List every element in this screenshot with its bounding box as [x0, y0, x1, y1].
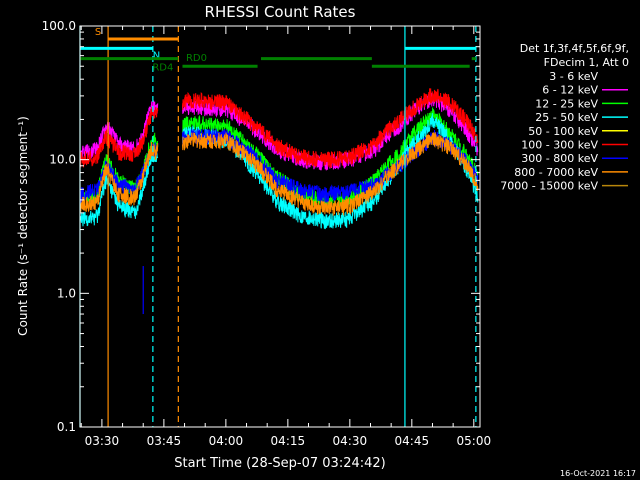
y-tick-label: 10.0: [49, 153, 76, 167]
timestamp: 16-Oct-2021 16:17: [560, 469, 636, 478]
series-line-100-300-kev: [79, 88, 479, 168]
x-tick-label: 03:30: [85, 434, 120, 448]
legend-entry-label: 12 - 25 keV: [535, 97, 598, 110]
flag-label: N: [153, 50, 160, 61]
y-axis-label: Count Rate (s⁻¹ detector segment⁻¹): [16, 116, 30, 336]
x-tick-label: 04:00: [209, 434, 244, 448]
series-line-800-7000-kev: [79, 132, 479, 216]
x-tick-label: 05:00: [457, 434, 492, 448]
annotations: S N RD0 RD4: [79, 26, 477, 427]
x-tick-label: 04:45: [395, 434, 430, 448]
x-tick-label: 04:15: [271, 434, 306, 448]
legend-entry-label: 3 - 6 keV: [549, 70, 598, 83]
legend-entry-label: 25 - 50 keV: [535, 111, 598, 124]
y-tick-label: 0.1: [57, 420, 76, 434]
legend-header-line-2: FDecim 1, Att 0: [544, 56, 629, 69]
legend-entry-label: 300 - 800 keV: [521, 152, 598, 165]
chart-title: RHESSI Count Rates: [205, 3, 356, 21]
x-tick-label: 03:45: [147, 434, 182, 448]
x-tick-label: 04:30: [333, 434, 368, 448]
legend-entry-label: 7000 - 15000 keV: [500, 180, 598, 193]
flag-label: RD4: [152, 63, 173, 74]
y-tick-label: 1.0: [57, 286, 76, 300]
legend-entry-label: 800 - 7000 keV: [514, 166, 598, 179]
x-axis-ticks: 03:30 03:45 04:00 04:15 04:30 04:45 05:00: [80, 26, 492, 448]
legend-header-line-1: Det 1f,3f,4f,5f,6f,9f,: [520, 42, 629, 55]
y-tick-label: 100.0: [42, 19, 76, 33]
y-axis-ticks: 0.1 1.0 10.0 100.0: [42, 19, 480, 434]
x-axis-label: Start Time (28-Sep-07 03:24:42): [174, 456, 385, 471]
legend-entry-label: 50 - 100 keV: [528, 125, 598, 138]
legend: Det 1f,3f,4f,5f,6f,9f, FDecim 1, Att 0 3…: [500, 42, 629, 193]
legend-entry-label: 100 - 300 keV: [521, 139, 598, 152]
legend-entry-label: 6 - 12 keV: [542, 84, 598, 97]
flag-label: RD0: [186, 53, 207, 64]
plot-area: [79, 88, 479, 230]
flag-label: S: [95, 27, 101, 38]
plot-frame: [79, 25, 481, 428]
